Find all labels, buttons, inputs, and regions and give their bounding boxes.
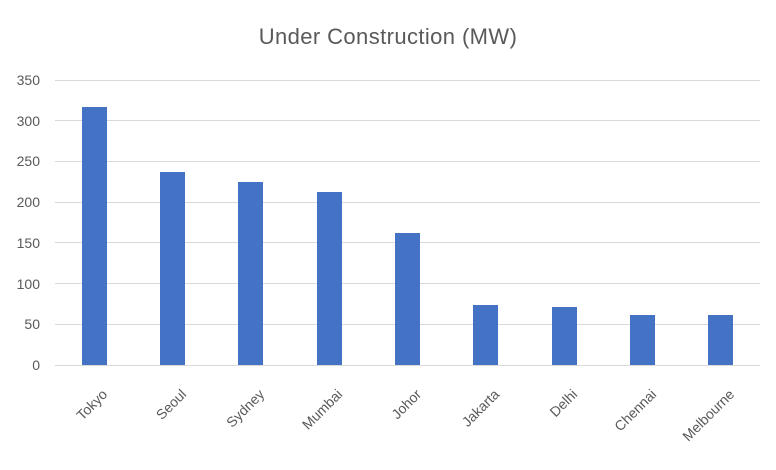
bar-melbourne (708, 315, 734, 365)
bar-tokyo (81, 106, 107, 365)
x-axis-label-tokyo: Tokyo (73, 386, 111, 424)
x-axis-label-mumbai: Mumbai (298, 386, 346, 433)
gridline-350 (55, 79, 760, 81)
gridline-300 (55, 120, 760, 122)
y-axis-label-200: 200 (16, 194, 40, 211)
chart-title: Under Construction (MW) (258, 24, 518, 49)
x-axis-line (55, 364, 760, 366)
y-axis-label-50: 50 (24, 316, 40, 333)
x-axis-label-delhi: Delhi (546, 386, 581, 420)
x-axis-label-sydney: Sydney (222, 386, 268, 431)
y-axis-label-300: 300 (16, 112, 40, 129)
x-axis-label-seoul: Seoul (152, 386, 189, 423)
gridline-200 (55, 201, 760, 203)
bar-mumbai (316, 191, 342, 365)
bar-chennai (630, 314, 655, 365)
y-axis-label-250: 250 (16, 153, 40, 170)
y-axis-label-350: 350 (16, 72, 40, 88)
y-axis-label-100: 100 (16, 275, 40, 292)
y-axis-label-0: 0 (32, 357, 40, 373)
x-axis-label-chennai: Chennai (610, 386, 659, 435)
bar-seoul (160, 172, 185, 365)
gridline-250 (55, 160, 760, 162)
bar-delhi (551, 307, 577, 365)
bar-sydney (238, 181, 264, 365)
x-axis-label-jakarta: Jakarta (458, 386, 503, 430)
y-axis-label-150: 150 (16, 234, 40, 251)
x-axis-label-melbourne: Melbourne (679, 386, 738, 445)
bar-johor (395, 233, 420, 365)
x-axis-label-johor: Johor (387, 386, 424, 423)
bar-jakarta (473, 304, 499, 365)
